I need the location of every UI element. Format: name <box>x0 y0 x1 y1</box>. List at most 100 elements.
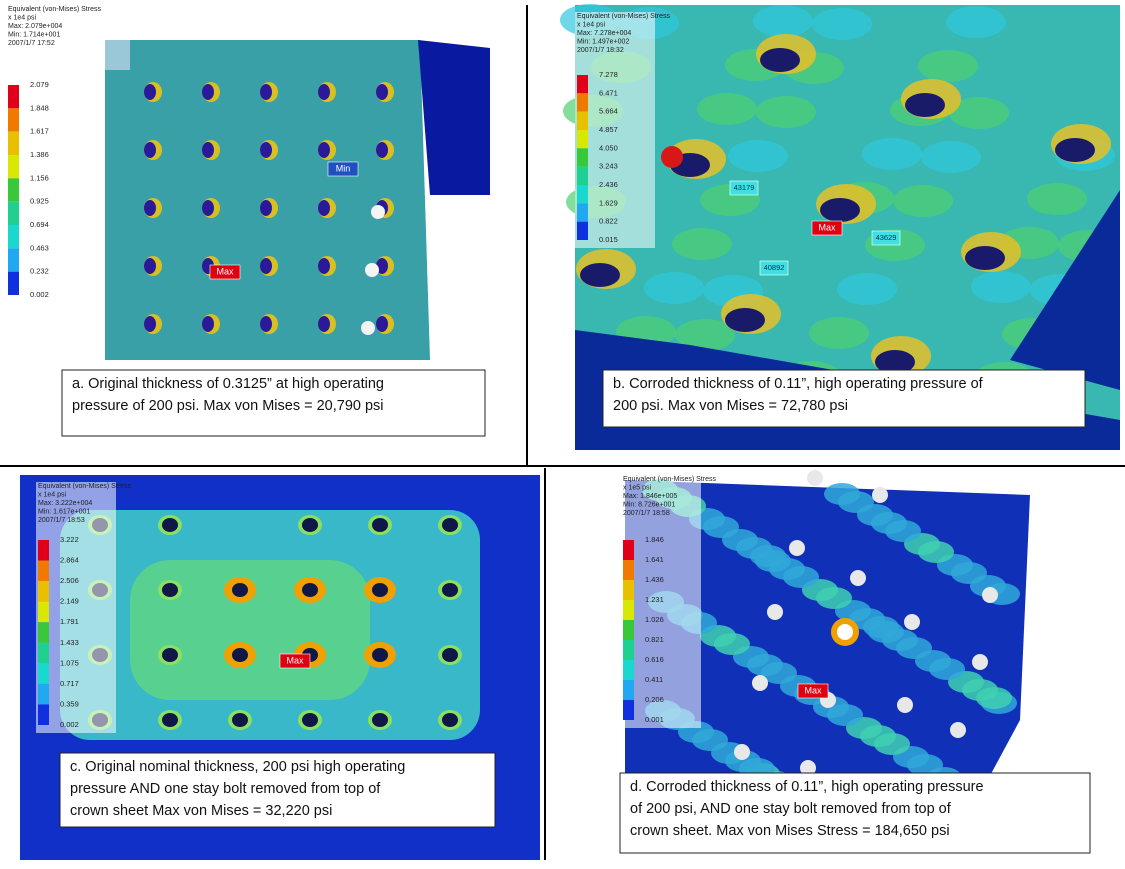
legend-swatch <box>623 580 634 600</box>
bolt <box>144 84 156 100</box>
legend-swatch <box>38 561 49 582</box>
caption-line: pressure of 200 psi. Max von Mises = 20,… <box>72 398 384 414</box>
contour <box>812 8 872 40</box>
legend-tick-label: 0.822 <box>599 217 618 226</box>
bolt <box>318 84 330 100</box>
contour <box>728 140 788 172</box>
legend-swatch <box>577 148 588 166</box>
contour <box>951 562 987 584</box>
legend-swatch <box>38 581 49 602</box>
legend-header: 2007/1/7 18:58 <box>623 510 670 517</box>
legend-swatch <box>577 222 588 240</box>
bolt <box>144 316 156 332</box>
contour <box>692 729 728 751</box>
bolt <box>965 246 1005 270</box>
legend-tick-label: 0.821 <box>645 635 664 644</box>
bolt-removed <box>767 604 783 620</box>
bolt-removed <box>365 263 379 277</box>
bolt-removed <box>850 570 866 586</box>
bolt <box>442 648 458 662</box>
result-tag-label: Max <box>286 655 304 665</box>
contour <box>644 272 704 304</box>
legend-tick-label: 0.694 <box>30 220 49 229</box>
contour <box>827 704 863 726</box>
bolt <box>760 48 800 72</box>
legend-tick-label: 3.222 <box>60 535 79 544</box>
contour <box>918 541 954 563</box>
bolt <box>202 84 214 100</box>
bolt <box>376 316 388 332</box>
plate-edge <box>105 40 130 70</box>
contour <box>874 733 910 755</box>
legend-header: Max: 1.846e+005 <box>623 493 677 500</box>
legend-swatch <box>577 185 588 203</box>
legend-tick-label: 1.026 <box>645 615 664 624</box>
contour <box>838 491 874 513</box>
legend-tick-label: 0.015 <box>599 235 618 244</box>
bolt-removed <box>837 624 853 640</box>
bolt <box>260 200 272 216</box>
legend-tick-label: 0.232 <box>30 267 49 276</box>
legend-swatch <box>623 540 634 560</box>
bolt <box>820 198 860 222</box>
legend-swatch <box>577 167 588 185</box>
bolt <box>260 142 272 158</box>
caption-line: crown sheet Max von Mises = 32,220 psi <box>70 803 332 819</box>
bolt <box>372 713 388 727</box>
caption-line: of 200 psi, AND one stay bolt removed fr… <box>630 801 952 817</box>
legend-swatch <box>623 700 634 720</box>
bolt <box>144 142 156 158</box>
legend-header: Equivalent (von-Mises) Stress <box>38 483 131 490</box>
bolt <box>260 84 272 100</box>
bolt <box>580 263 620 287</box>
legend-swatch <box>623 640 634 660</box>
legend-header: 2007/1/7 18:32 <box>577 47 624 54</box>
bolt <box>144 200 156 216</box>
legend-tick-label: 2.079 <box>30 80 49 89</box>
bolt <box>372 518 388 532</box>
legend-tick-label: 4.857 <box>599 125 618 134</box>
legend-swatch <box>577 75 588 93</box>
bolt <box>162 713 178 727</box>
bolt <box>318 316 330 332</box>
contour <box>971 271 1031 303</box>
legend-swatch <box>38 643 49 664</box>
legend-tick-label: 1.075 <box>60 658 79 667</box>
legend-tick-label: 1.436 <box>645 575 664 584</box>
bolt-removed <box>789 540 805 556</box>
bolt <box>442 713 458 727</box>
legend-tick-label: 0.616 <box>645 655 664 664</box>
legend-swatch <box>577 112 588 130</box>
legend-tick-label: 1.231 <box>645 595 664 604</box>
contour <box>918 50 978 82</box>
bolt <box>144 258 156 274</box>
bolt <box>202 200 214 216</box>
contour <box>816 587 852 609</box>
legend-header: 2007/1/7 17:52 <box>8 40 55 47</box>
legend-tick-label: 2.436 <box>599 180 618 189</box>
legend-swatch <box>577 130 588 148</box>
bolt-removed <box>982 587 998 603</box>
contour <box>863 616 899 638</box>
legend-tick-label: 0.463 <box>30 243 49 252</box>
legend-swatch <box>623 680 634 700</box>
legend-tick-label: 0.002 <box>30 290 49 299</box>
bolt <box>162 583 178 597</box>
legend-swatch <box>8 272 19 295</box>
figure: Equivalent (von-Mises) Stressx 1e4 psiMa… <box>0 0 1125 869</box>
caption-line: c. Original nominal thickness, 200 psi h… <box>70 759 405 775</box>
legend-tick-label: 0.717 <box>60 679 79 688</box>
bolt <box>318 142 330 158</box>
legend-tick-label: 1.433 <box>60 638 79 647</box>
legend-header: Min: 1.617e+001 <box>38 508 90 515</box>
contour <box>714 633 750 655</box>
bolt <box>318 258 330 274</box>
legend-swatch <box>8 248 19 271</box>
contour <box>929 658 965 680</box>
bolt-removed <box>752 675 768 691</box>
legend-tick-label: 4.050 <box>599 143 618 152</box>
contour <box>672 228 732 260</box>
legend-swatch <box>8 202 19 225</box>
